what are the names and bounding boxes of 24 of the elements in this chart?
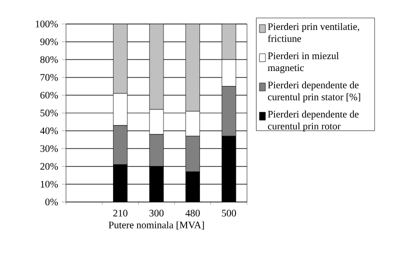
bar — [186, 24, 200, 112]
y-tick-label: 70% — [40, 74, 58, 81]
y-tick-label: 100% — [36, 20, 58, 28]
x-tick-label: 480 — [185, 210, 200, 216]
y-tick-label: 0% — [45, 198, 58, 206]
y-tick-label: 10% — [40, 180, 58, 188]
bar — [149, 24, 164, 110]
y-tick-label: 50% — [40, 110, 58, 116]
y-tick-label: 20% — [40, 163, 58, 170]
bar — [113, 24, 128, 94]
y-tick-label: 90% — [40, 38, 58, 46]
legend-label: Pierderi dependente de curentul prin rotor — [268, 110, 359, 132]
x-axis-title: Putere nominala [MVA] — [108, 221, 204, 230]
legend-label: Pierderi dependente de curentul prin stator [%] — [268, 81, 360, 102]
x-tick-label: 300 — [150, 210, 164, 216]
y-tick-label: 30% — [40, 145, 58, 152]
y-tick-label: 40% — [40, 127, 58, 134]
y-tick-label: 80% — [40, 56, 58, 63]
legend-label: Pierderi prin ventilatie, frictiune — [268, 22, 360, 42]
y-tick-label: 60% — [40, 92, 58, 99]
x-tick-label: 210 — [113, 210, 128, 216]
bar — [222, 24, 236, 60]
legend-label: Pierderi in miezul magnetic — [268, 52, 339, 74]
x-tick-label: 500 — [222, 210, 236, 216]
